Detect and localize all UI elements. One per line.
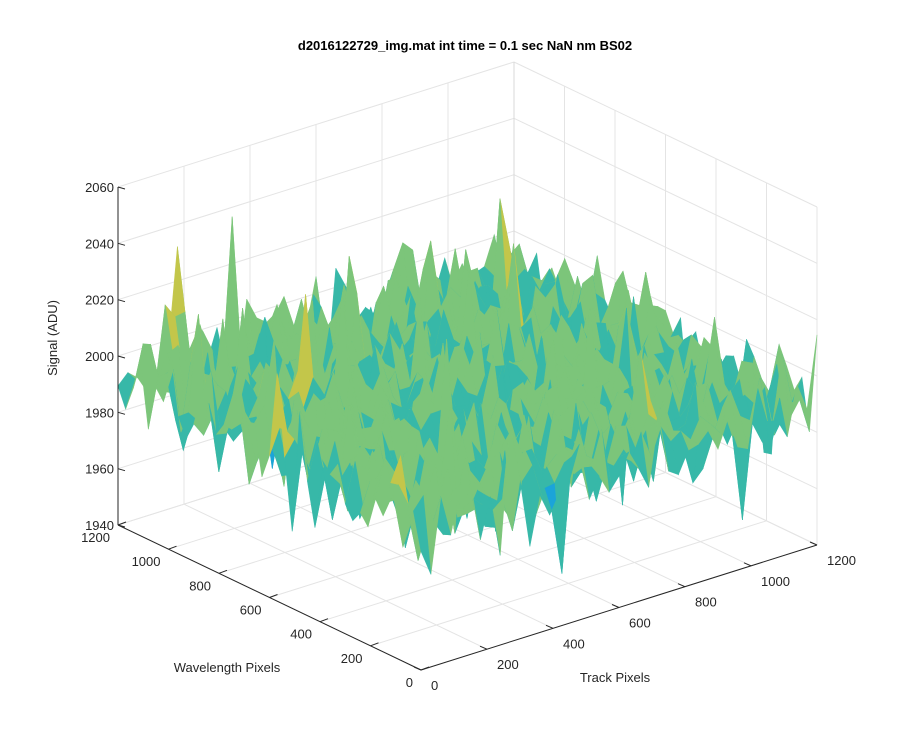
z-tick-mark — [117, 468, 126, 472]
z-tick-label: 2060 — [85, 180, 114, 195]
y-tick-mark — [117, 521, 127, 526]
y-tick-label: 600 — [240, 603, 262, 618]
x-tick-mark — [479, 645, 488, 650]
surface-patch — [140, 343, 159, 430]
grid-line — [117, 61, 515, 188]
y-tick-mark — [319, 618, 329, 623]
x-tick-mark — [809, 541, 818, 546]
surface-patch — [117, 372, 136, 411]
surface-patch — [413, 494, 432, 575]
grid-line — [117, 117, 515, 244]
x-tick-label: 400 — [563, 636, 585, 651]
z-tick-label: 1940 — [85, 518, 114, 533]
z-tick-mark — [117, 299, 126, 303]
y-tick-mark — [168, 545, 177, 550]
z-tick-label: 2040 — [85, 236, 114, 251]
grid-line — [513, 230, 818, 377]
tick-labels: 1940196019802000202020402060020040060080… — [81, 180, 856, 693]
grid-line — [370, 520, 767, 647]
grid-line — [513, 61, 818, 208]
y-axis-label: Wavelength Pixels — [174, 660, 281, 675]
surface — [117, 198, 818, 575]
grid-line — [513, 117, 818, 264]
z-tick-label: 1960 — [85, 462, 114, 477]
y-tick-mark — [370, 642, 379, 647]
y-tick-mark — [218, 569, 228, 574]
grid-line — [269, 472, 666, 598]
grid-line — [319, 496, 717, 623]
y-tick-label: 1000 — [132, 554, 161, 569]
x-tick-label: 200 — [497, 657, 519, 672]
x-tick-mark — [677, 583, 686, 588]
x-tick-mark — [743, 562, 752, 567]
chart-title: d2016122729_img.mat int time = 0.1 sec N… — [298, 38, 632, 53]
grid-line — [117, 174, 515, 301]
x-tick-mark — [413, 666, 422, 671]
z-tick-label: 2020 — [85, 293, 114, 308]
x-tick-mark — [545, 624, 554, 629]
z-tick-mark — [117, 186, 126, 190]
y-tick-label: 200 — [341, 651, 363, 666]
x-tick-label: 800 — [695, 595, 717, 610]
z-tick-mark — [117, 524, 126, 528]
x-tick-label: 1200 — [827, 553, 856, 568]
z-tick-label: 1980 — [85, 405, 114, 420]
z-tick-mark — [117, 242, 126, 246]
x-axis-label: Track Pixels — [580, 670, 651, 685]
z-tick-mark — [117, 411, 126, 415]
z-tick-label: 2000 — [85, 349, 114, 364]
z-axis-label: Signal (ADU) — [45, 300, 60, 376]
x-tick-label: 600 — [629, 616, 651, 631]
x-tick-mark — [611, 604, 620, 608]
grid-line — [513, 174, 818, 321]
y-tick-label: 0 — [406, 675, 413, 690]
y-tick-label: 1200 — [81, 530, 110, 545]
y-tick-mark — [420, 666, 430, 671]
y-tick-label: 800 — [189, 578, 211, 593]
y-tick-label: 400 — [290, 627, 312, 642]
x-tick-label: 1000 — [761, 574, 790, 589]
y-tick-mark — [269, 594, 278, 598]
x-tick-label: 0 — [431, 678, 438, 693]
z-tick-mark — [117, 355, 126, 359]
